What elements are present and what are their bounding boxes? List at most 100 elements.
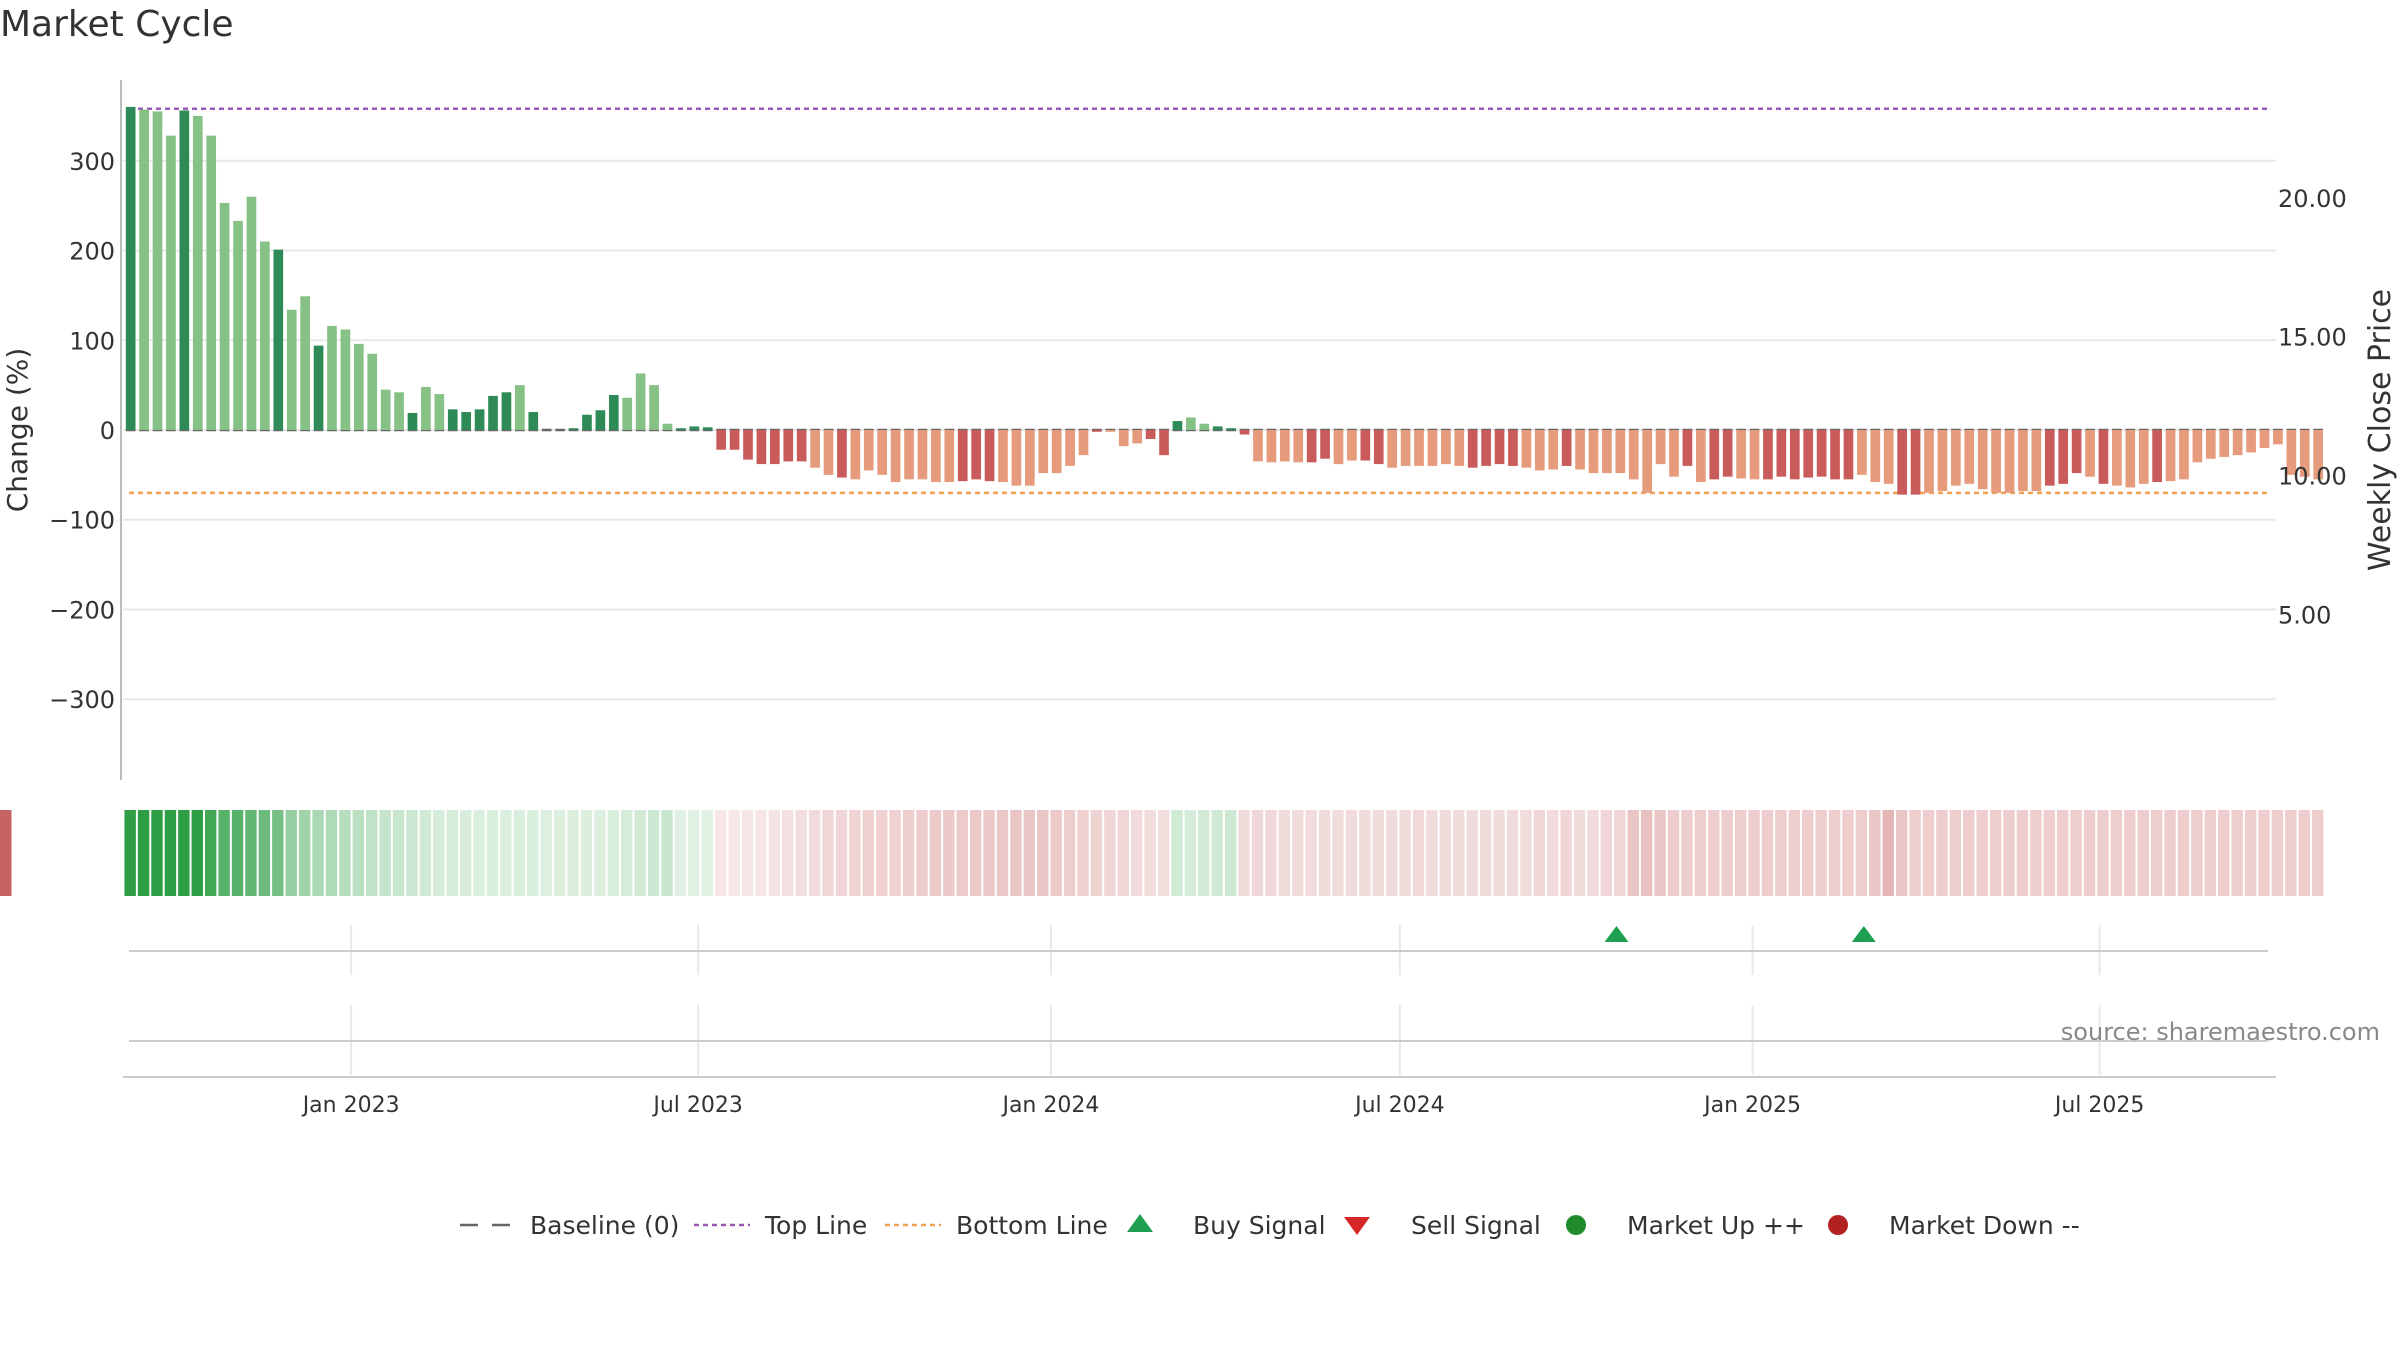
bar [380,389,391,430]
strength-cell [849,810,861,896]
bar [689,426,700,430]
strength-cell [124,810,136,896]
strength-cell [1359,810,1371,896]
strength-cell [1506,810,1519,896]
strength-cell [0,810,12,896]
strength-cell [1600,810,1613,896]
bar [1172,421,1183,430]
bar [2313,430,2324,480]
strength-cell [527,810,539,896]
bar [1145,430,1156,439]
bar [1588,430,1599,474]
bar [1709,430,1720,480]
strength-cell [2285,810,2297,896]
strength-cell [862,810,874,896]
bar [2058,430,2069,484]
bar [2286,430,2297,475]
strength-cell [1855,810,1868,896]
bar [1239,430,1250,435]
bar [1199,423,1210,430]
strength-cell [647,810,660,896]
strength-cell [245,810,257,896]
legend-label: Market Up ++ [1627,1211,1805,1240]
bar [1347,430,1357,461]
bar [1789,430,1800,480]
lower-panel [129,1005,2268,1075]
legend-market-up-icon [1566,1215,1586,1235]
bar [850,430,861,480]
bar [515,385,525,430]
strength-cell [513,810,526,896]
bar [957,430,968,482]
strength-cell [164,810,177,896]
strength-cell [1144,810,1156,896]
strength-cell [1882,810,1894,896]
legend-label: Sell Signal [1411,1211,1541,1240]
bar [837,430,847,478]
strength-cell [406,810,418,896]
bar [635,373,646,430]
legend-sell-icon [1344,1217,1370,1235]
bar [1642,430,1652,493]
bar [622,397,633,430]
bar [286,309,297,430]
strength-cell [1265,810,1277,896]
strength-cell [0,810,12,896]
strength-cell [1385,810,1398,896]
strength-cell [446,810,458,896]
strength-cell [1426,810,1438,896]
strength-cell [1801,810,1814,896]
strength-cell [2258,810,2270,896]
strength-cell [1332,810,1344,896]
y2-tick-label: 5.00 [2278,601,2331,629]
strength-cell [2097,810,2109,896]
buy-signal-marker [1604,926,1629,942]
bar [1977,430,1988,490]
strength-cell [1453,810,1465,896]
strength-cell [2311,810,2324,896]
bar [125,106,136,430]
strength-cell [1479,810,1492,896]
strength-cell [996,810,1009,896]
bar [340,329,351,430]
strength-cell [983,810,995,896]
strength-cell [1278,810,1291,896]
strength-cell [1157,810,1170,896]
strength-cell [943,810,955,896]
strength-cell [2191,810,2203,896]
bar [2179,430,2189,480]
bar [1736,430,1746,479]
strength-cell [540,810,552,896]
strength-cell [1976,810,1988,896]
bar [1427,430,1438,466]
bar [743,430,753,460]
bar [1763,430,1773,480]
y2-axis-label: Weekly Close Price [2363,289,2398,571]
bar [1830,430,1840,480]
strength-cell [1828,810,1841,896]
bar [313,345,324,430]
bar [233,220,243,430]
bar [2192,430,2203,463]
strength-cell [0,810,12,896]
bar [1508,430,1518,466]
bar [1024,430,1035,486]
strength-cell [1439,810,1452,896]
bar [1078,430,1089,456]
strength-cell [2298,810,2310,896]
strength-cell [1909,810,1921,896]
bar [2031,430,2042,492]
bar [1320,430,1330,459]
strength-cell [1171,810,1183,896]
bar [166,135,176,430]
strength-cell [1520,810,1532,896]
strength-cell [204,810,217,896]
bar [608,395,619,430]
strength-cell [2164,810,2176,896]
strength-cell [1815,810,1827,896]
bar [1803,430,1814,478]
bar [1400,430,1411,466]
strength-strip [0,810,2324,896]
strength-cell [500,810,512,896]
bar [1118,430,1129,447]
